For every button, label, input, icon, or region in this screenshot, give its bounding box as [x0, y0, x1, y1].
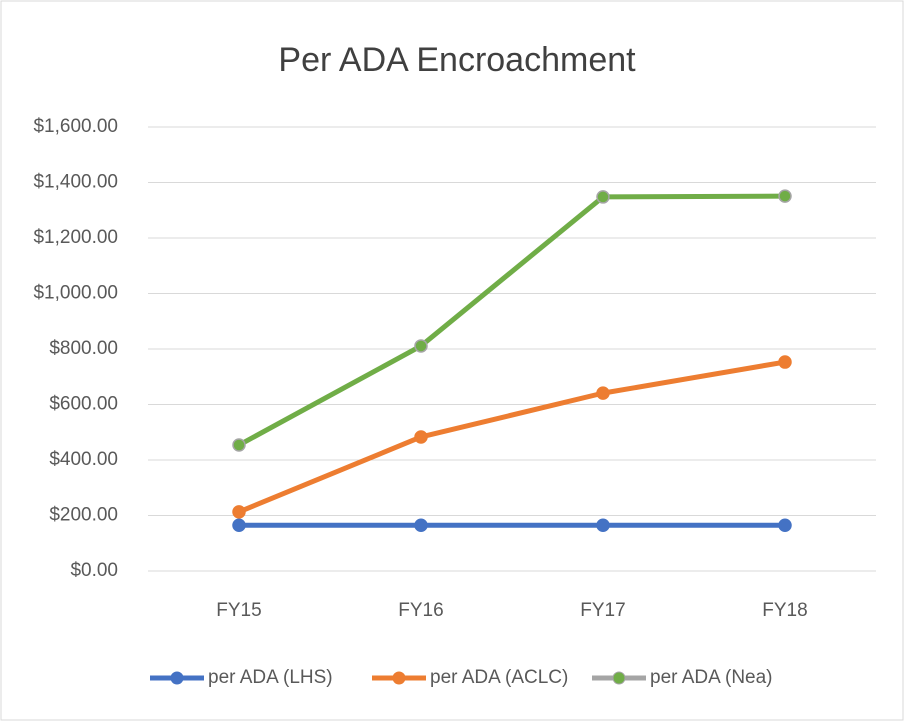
y-tick-label: $1,200.00 — [33, 227, 118, 248]
x-tick-label: FY18 — [762, 600, 807, 621]
chart-title: Per ADA Encroachment — [278, 41, 636, 79]
y-tick-label: $1,000.00 — [33, 283, 118, 304]
marker — [232, 505, 246, 519]
legend-label: per ADA (LHS) — [208, 667, 333, 688]
series-line — [238, 359, 786, 515]
y-tick-label: $0.00 — [70, 560, 118, 581]
marker — [596, 386, 610, 400]
legend-marker — [612, 671, 626, 685]
y-tick-label: $600.00 — [49, 394, 118, 415]
legend-marker — [392, 671, 406, 685]
legend-marker — [170, 671, 184, 685]
marker — [778, 189, 792, 203]
y-tick-label: $1,600.00 — [33, 116, 118, 137]
y-tick-label: $400.00 — [49, 449, 118, 470]
series-line — [237, 193, 786, 448]
marker — [414, 430, 428, 444]
x-tick-label: FY17 — [580, 600, 625, 621]
marker — [596, 190, 610, 204]
marker — [778, 518, 792, 532]
marker — [232, 518, 246, 532]
marker — [414, 339, 428, 353]
marker — [596, 518, 610, 532]
y-tick-label: $200.00 — [49, 505, 118, 526]
marker — [778, 355, 792, 369]
x-tick-label: FY16 — [398, 600, 443, 621]
y-tick-label: $1,400.00 — [33, 172, 118, 193]
x-tick-label: FY15 — [216, 600, 261, 621]
legend-label: per ADA (ACLC) — [430, 667, 568, 688]
marker — [232, 438, 246, 452]
marker — [414, 518, 428, 532]
legend-label: per ADA (Nea) — [650, 667, 773, 688]
y-tick-label: $800.00 — [49, 338, 118, 359]
